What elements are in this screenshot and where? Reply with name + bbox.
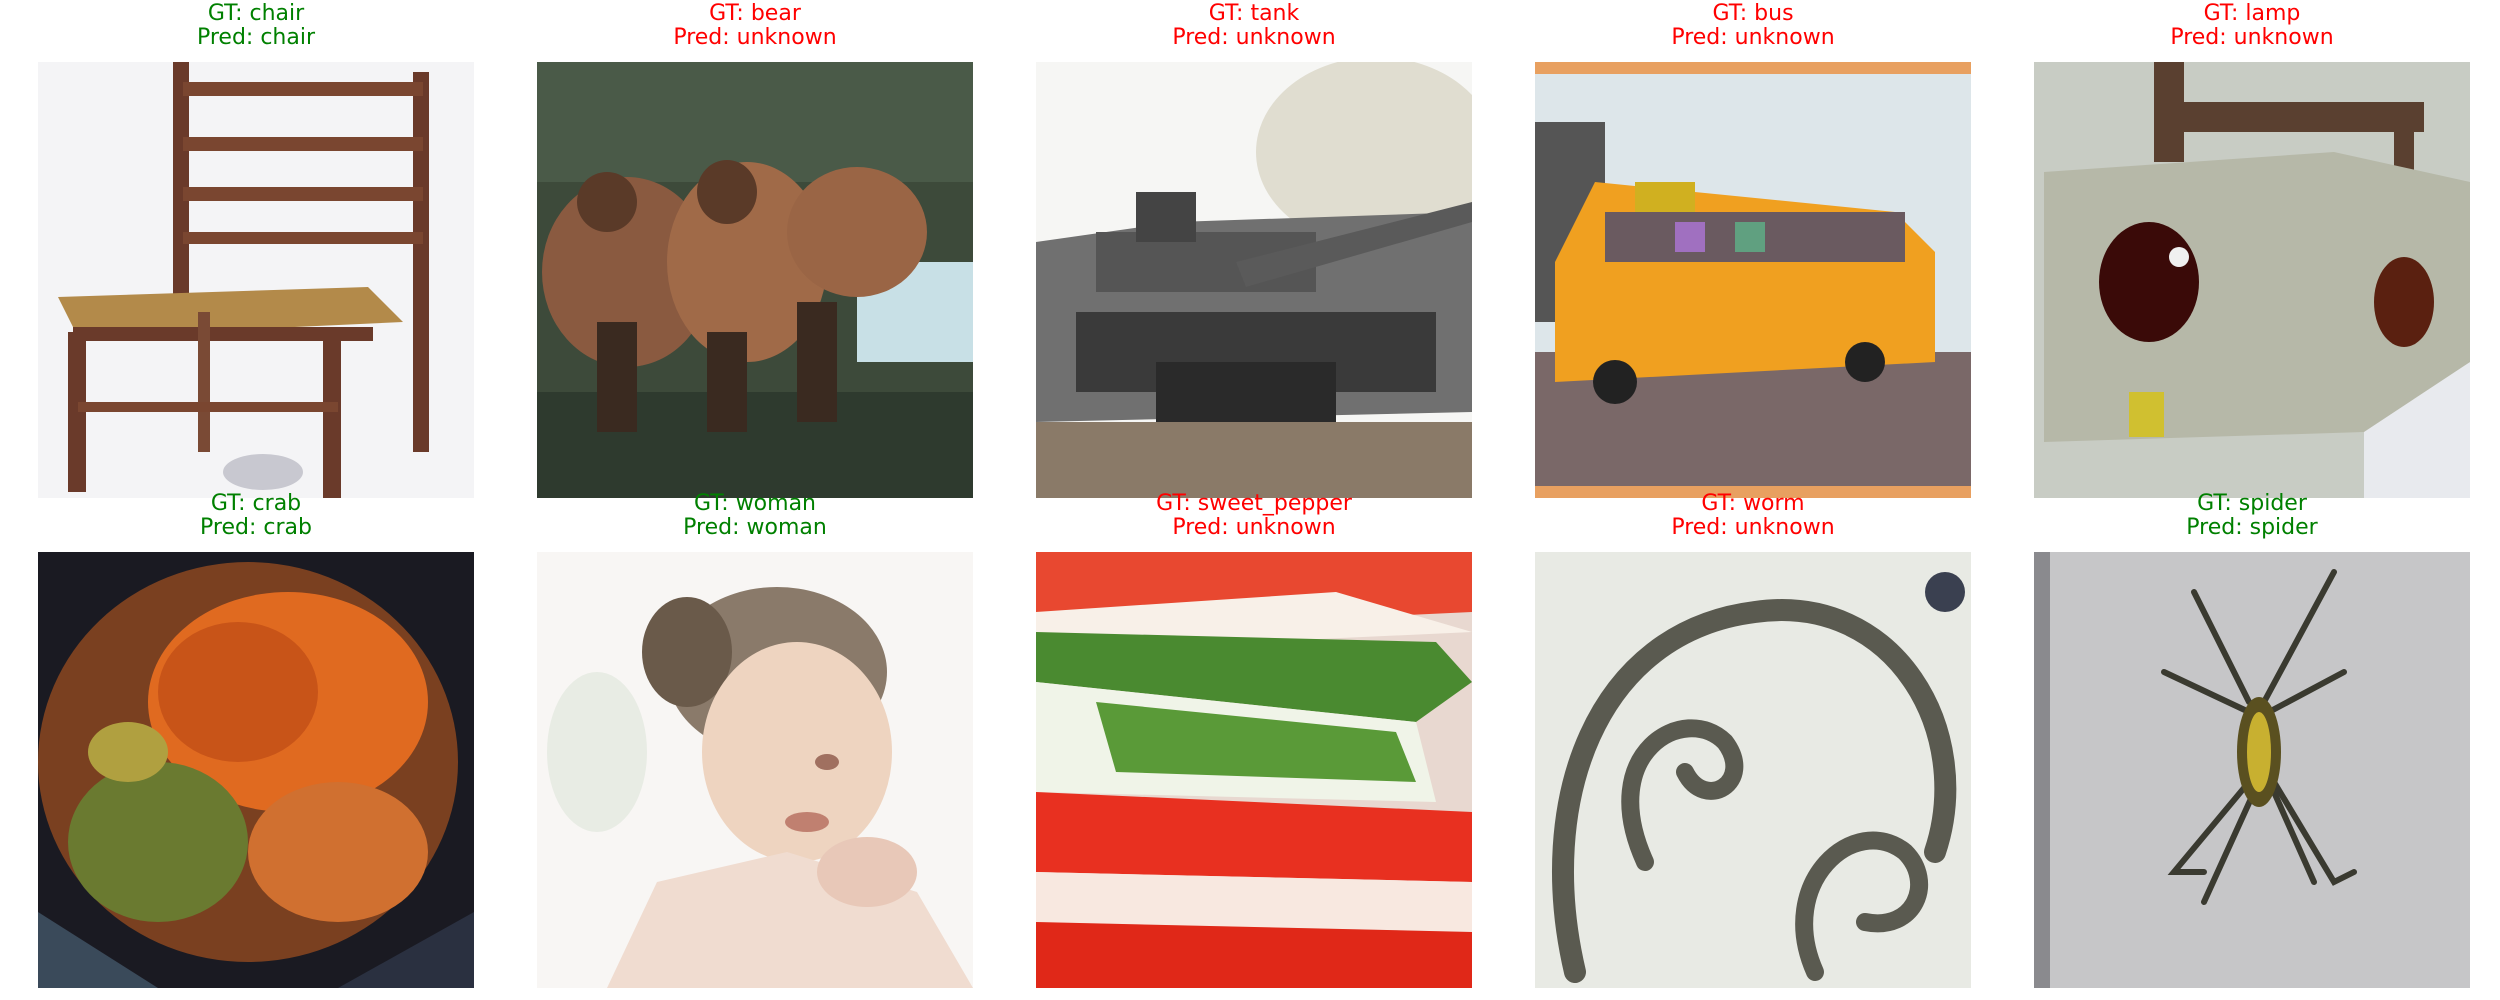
- gt-label: GT: spider: [2197, 491, 2307, 516]
- gt-label: GT: woman: [694, 491, 816, 516]
- pred-label: Pred: woman: [683, 515, 827, 540]
- sweet-pepper-image-graphic: [1036, 552, 1472, 988]
- sample-title: GT: lamp Pred: unknown: [2034, 2, 2470, 50]
- bear-image-graphic: [537, 62, 973, 498]
- bus-image-graphic: [1535, 62, 1971, 498]
- gt-label: GT: bus: [1712, 1, 1794, 26]
- gt-label: GT: bear: [709, 1, 801, 26]
- pred-label: Pred: unknown: [673, 25, 837, 50]
- pred-label: Pred: unknown: [2170, 25, 2334, 50]
- pred-label: Pred: chair: [196, 25, 316, 50]
- sample-title: GT: bear Pred: unknown: [537, 2, 973, 50]
- chair-image: [38, 62, 474, 498]
- tank-image-graphic: [1036, 62, 1472, 498]
- woman-image-graphic: [537, 552, 973, 988]
- sample-title: GT: worm Pred: unknown: [1535, 492, 1971, 540]
- sample-title: GT: bus Pred: unknown: [1535, 2, 1971, 50]
- worm-image-graphic: [1535, 552, 1971, 988]
- sample-title: GT: spider Pred: spider: [2034, 492, 2470, 540]
- sample-title: GT: sweet_pepper Pred: unknown: [1036, 492, 1472, 540]
- gt-label: GT: chair: [207, 1, 305, 26]
- woman-image: [537, 552, 973, 988]
- sample-title: GT: woman Pred: woman: [537, 492, 973, 540]
- gt-label: GT: tank: [1208, 1, 1300, 26]
- worm-image: [1535, 552, 1971, 988]
- gt-label: GT: sweet_pepper: [1156, 491, 1352, 516]
- lamp-image: [2034, 62, 2470, 498]
- chair-image-graphic: [38, 62, 474, 498]
- crab-image: [38, 552, 474, 988]
- pred-label: Pred: unknown: [1671, 515, 1835, 540]
- pred-label: Pred: unknown: [1172, 515, 1336, 540]
- pred-label: Pred: crab: [200, 515, 312, 540]
- bus-image: [1535, 62, 1971, 498]
- lamp-image-graphic: [2034, 62, 2470, 498]
- sample-title: GT: chair Pred: chair: [38, 2, 474, 50]
- sample-title: GT: tank Pred: unknown: [1036, 2, 1472, 50]
- tank-image: [1036, 62, 1472, 498]
- pred-label: Pred: unknown: [1172, 25, 1336, 50]
- pred-label: Pred: spider: [2186, 515, 2318, 540]
- sample-title: GT: crab Pred: crab: [38, 492, 474, 540]
- crab-image-graphic: [38, 552, 474, 988]
- gt-label: GT: crab: [210, 491, 302, 516]
- gt-label: GT: lamp: [2203, 1, 2301, 26]
- sweet-pepper-image: [1036, 552, 1472, 988]
- pred-label: Pred: unknown: [1671, 25, 1835, 50]
- spider-image-graphic: [2034, 552, 2470, 988]
- gt-label: GT: worm: [1701, 491, 1805, 516]
- spider-image: [2034, 552, 2470, 988]
- bear-image: [537, 62, 973, 498]
